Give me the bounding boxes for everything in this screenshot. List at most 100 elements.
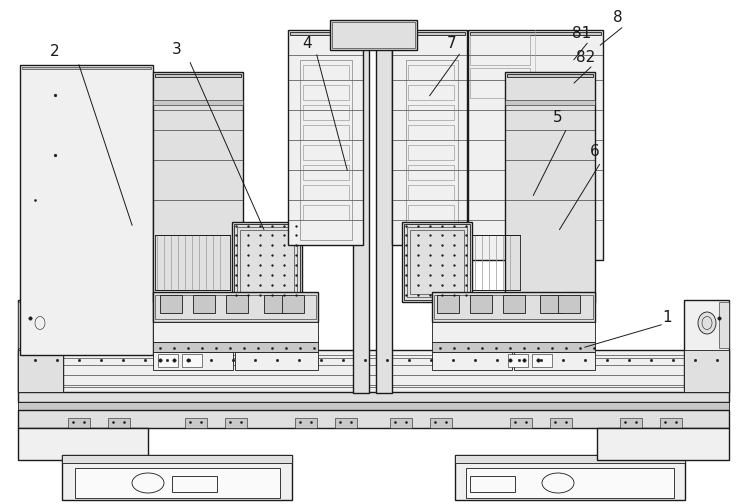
Bar [404, 224, 470, 300]
Bar [18, 402, 729, 410]
Bar [303, 165, 349, 180]
Bar [234, 224, 300, 300]
Bar [406, 60, 458, 240]
Bar [18, 350, 63, 392]
Bar [455, 455, 685, 463]
Bar [62, 455, 292, 463]
Bar [153, 352, 233, 370]
Bar [408, 185, 454, 200]
Bar [660, 418, 682, 428]
Bar [303, 205, 349, 220]
Text: 3: 3 [172, 42, 182, 57]
Bar [468, 30, 603, 260]
Bar [407, 227, 467, 297]
Bar [432, 342, 595, 352]
Bar [303, 185, 349, 200]
Bar [282, 295, 304, 313]
Bar [18, 300, 63, 390]
Bar [18, 410, 729, 428]
Bar [303, 125, 349, 140]
Bar [432, 352, 512, 370]
Bar [430, 418, 452, 428]
Bar [193, 295, 215, 313]
Bar [410, 230, 464, 294]
Bar [153, 100, 243, 105]
Bar [108, 418, 130, 428]
Bar [392, 30, 467, 245]
Bar [290, 32, 361, 35]
Bar [437, 295, 459, 313]
Bar [75, 468, 280, 498]
Bar [295, 418, 317, 428]
Bar [62, 455, 292, 500]
Bar [18, 428, 148, 460]
Bar [466, 468, 674, 498]
Ellipse shape [31, 312, 49, 334]
Bar [445, 235, 520, 290]
Bar [303, 145, 349, 160]
Bar [18, 350, 729, 392]
Bar [508, 354, 528, 367]
Bar [394, 32, 465, 35]
Bar [719, 302, 729, 348]
Bar [237, 227, 297, 297]
Bar [532, 354, 552, 367]
Bar [155, 235, 230, 290]
Bar [684, 350, 729, 392]
Text: 1: 1 [662, 310, 672, 326]
Bar [335, 418, 357, 428]
Bar [505, 72, 595, 302]
Bar [303, 105, 349, 120]
Text: 4: 4 [303, 35, 311, 50]
Ellipse shape [132, 473, 164, 493]
Bar [226, 295, 248, 313]
Bar [160, 295, 182, 313]
Bar [68, 418, 90, 428]
Bar [172, 476, 217, 492]
Text: 5: 5 [554, 110, 562, 125]
Bar [332, 22, 415, 48]
Bar [288, 30, 363, 245]
Bar [505, 100, 595, 105]
Bar [408, 145, 454, 160]
Bar [232, 222, 302, 302]
Bar [597, 428, 729, 460]
Text: 82: 82 [577, 49, 595, 65]
Ellipse shape [542, 473, 574, 493]
Bar [153, 322, 318, 342]
Bar [470, 68, 530, 98]
Bar [376, 25, 392, 393]
Ellipse shape [698, 312, 716, 334]
Bar [540, 295, 562, 313]
Bar [225, 418, 247, 428]
Bar [408, 205, 454, 220]
Bar [550, 418, 572, 428]
Bar [153, 292, 318, 322]
Bar [470, 476, 515, 492]
Bar [153, 72, 243, 302]
Bar [558, 295, 580, 313]
Bar [303, 85, 349, 100]
Bar [620, 418, 642, 428]
Text: 2: 2 [50, 44, 60, 59]
Bar [264, 295, 286, 313]
Bar [303, 65, 349, 80]
Bar [30, 355, 717, 387]
Bar [235, 352, 318, 370]
Bar [432, 322, 595, 342]
Bar [353, 25, 369, 393]
Bar [240, 230, 294, 294]
Bar [470, 295, 492, 313]
Bar [158, 354, 178, 367]
Bar [510, 418, 532, 428]
Bar [182, 354, 202, 367]
Bar [408, 65, 454, 80]
Bar [185, 418, 207, 428]
Bar [470, 35, 530, 65]
Bar [18, 302, 28, 348]
Text: 8: 8 [613, 11, 623, 26]
Bar [300, 60, 352, 240]
Bar [155, 74, 241, 77]
Bar [408, 105, 454, 120]
Bar [390, 418, 412, 428]
